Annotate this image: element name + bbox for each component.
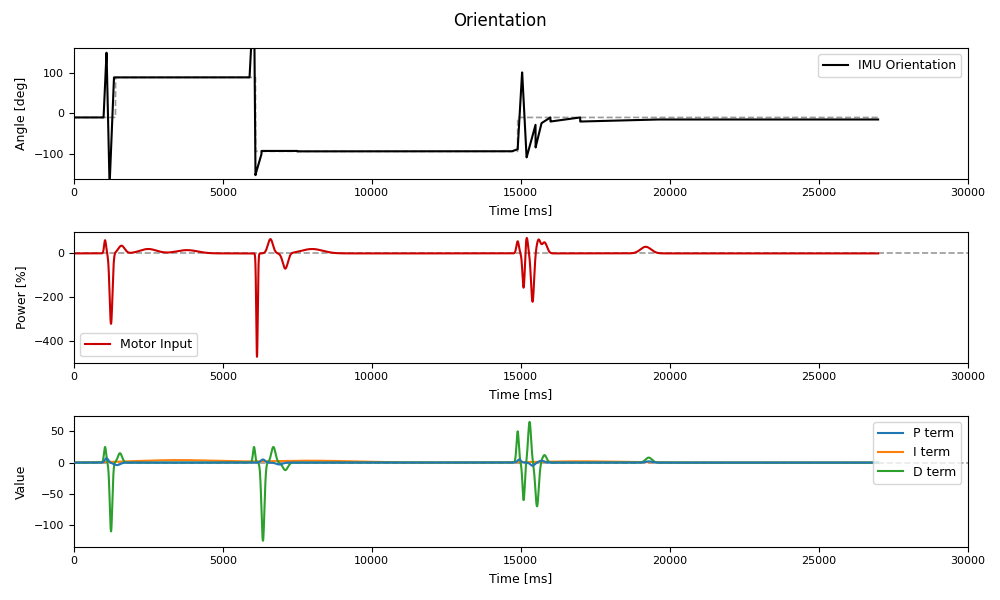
I term (116, 458, 128, 465)
I term (226, 458, 238, 465)
P term (101, 455, 113, 462)
Motor Input (521, 235, 533, 242)
I term (101, 458, 113, 466)
P term (68, 459, 80, 466)
P term (71, 459, 83, 466)
P term (226, 459, 238, 466)
P term (461, 459, 473, 466)
X-axis label: Time [ms]: Time [ms] (489, 572, 552, 585)
IMU Orientation (461, 148, 473, 155)
Motor Input (101, 250, 113, 257)
Line: Motor Input: Motor Input (74, 238, 878, 357)
D term (225, 459, 237, 466)
P term (116, 460, 128, 467)
Y-axis label: Power [%]: Power [%] (15, 266, 28, 329)
D term (71, 459, 83, 466)
D term (101, 457, 113, 464)
I term (872, 459, 884, 466)
Y-axis label: Angle [deg]: Angle [deg] (15, 77, 28, 150)
Line: D term: D term (74, 422, 878, 541)
IMU Orientation (872, 116, 884, 123)
IMU Orientation (104, 182, 116, 190)
Motor Input (830, 250, 842, 257)
Legend: P term, I term, D term: P term, I term, D term (873, 422, 961, 484)
I term (71, 459, 83, 466)
IMU Orientation (116, 74, 128, 81)
D term (830, 459, 842, 466)
P term (527, 462, 539, 469)
D term (524, 418, 536, 425)
IMU Orientation (830, 116, 842, 123)
Motor Input (225, 250, 237, 257)
Motor Input (71, 250, 83, 257)
Text: Orientation: Orientation (453, 12, 547, 30)
D term (68, 459, 80, 466)
Legend: Motor Input: Motor Input (80, 334, 197, 356)
IMU Orientation (101, 73, 113, 80)
Motor Input (251, 353, 263, 361)
IMU Orientation (226, 74, 238, 81)
Motor Input (461, 250, 473, 257)
P term (830, 459, 842, 466)
P term (101, 455, 113, 462)
Line: IMU Orientation: IMU Orientation (74, 0, 878, 186)
Line: I term: I term (74, 460, 878, 463)
I term (173, 457, 185, 464)
IMU Orientation (71, 114, 83, 121)
D term (872, 459, 884, 466)
I term (461, 459, 473, 466)
P term (872, 459, 884, 466)
IMU Orientation (68, 114, 80, 121)
Motor Input (872, 250, 884, 257)
X-axis label: Time [ms]: Time [ms] (489, 204, 552, 217)
D term (461, 459, 473, 466)
D term (257, 537, 269, 544)
Line: P term: P term (74, 458, 878, 466)
X-axis label: Time [ms]: Time [ms] (489, 388, 552, 401)
Legend: IMU Orientation: IMU Orientation (818, 54, 961, 77)
D term (116, 453, 128, 460)
Motor Input (116, 242, 128, 250)
Y-axis label: Value: Value (15, 464, 28, 499)
I term (68, 459, 80, 466)
I term (830, 459, 842, 466)
Motor Input (68, 250, 80, 257)
